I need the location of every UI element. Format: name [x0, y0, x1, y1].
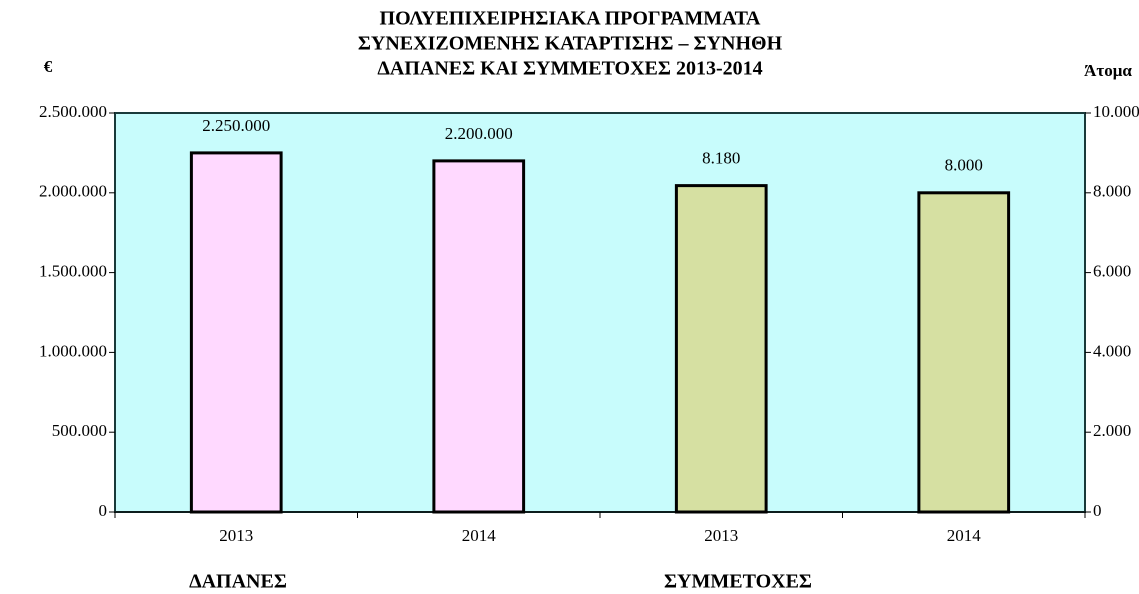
y-tick-label: 2.000.000 — [39, 182, 107, 201]
bar — [432, 159, 526, 514]
y-axis-label: € — [44, 57, 53, 76]
legend-label: ΔΑΠΑΝΕΣ — [189, 571, 287, 593]
y-tick-label: 1.500.000 — [39, 262, 107, 281]
data-label: 2.200.000 — [445, 124, 513, 143]
y2-tick-label: 0 — [1093, 501, 1102, 520]
chart-title: ΠΟΛΥΕΠΙΧΕΙΡΗΣΙΑΚΑ ΠΡΟΓΡΑΜΜΑΤΑ — [380, 8, 762, 30]
chart-title: ΣΥΝΕΧΙΖΟΜΕΝΗΣ ΚΑΤΑΡΤΙΣΗΣ – ΣΥΝΗΘΗ — [358, 33, 783, 55]
y-tick-label: 500.000 — [52, 421, 107, 440]
x-tick-label: 2013 — [704, 526, 738, 545]
bar — [189, 151, 283, 514]
y-tick-label: 2.500.000 — [39, 102, 107, 121]
bar — [917, 191, 1011, 514]
y2-axis-label: Άτομα — [1084, 61, 1132, 80]
chart-title: ΔΑΠΑΝΕΣ ΚΑΙ ΣΥΜΜΕΤΟΧΕΣ 2013-2014 — [377, 58, 762, 80]
x-tick-label: 2014 — [947, 526, 982, 545]
y2-tick-label: 2.000 — [1093, 421, 1131, 440]
legend-label: ΣΥΜΜΕΤΟΧΕΣ — [664, 571, 812, 593]
y2-tick-label: 8.000 — [1093, 182, 1131, 201]
x-tick-label: 2013 — [219, 526, 253, 545]
bar — [674, 184, 768, 514]
y2-tick-label: 10.000 — [1093, 102, 1139, 121]
y-tick-label: 0 — [99, 501, 108, 520]
y-tick-label: 1.000.000 — [39, 341, 107, 360]
y2-tick-label: 4.000 — [1093, 341, 1131, 360]
data-label: 2.250.000 — [202, 116, 270, 135]
x-tick-label: 2014 — [462, 526, 497, 545]
data-label: 8.000 — [945, 156, 983, 175]
data-label: 8.180 — [702, 149, 740, 168]
y2-tick-label: 6.000 — [1093, 262, 1131, 281]
